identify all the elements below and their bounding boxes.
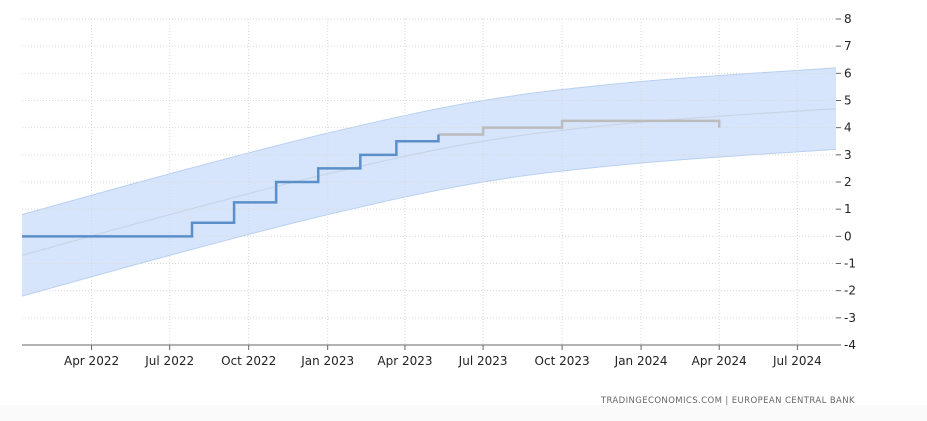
actual-series-line — [22, 134, 440, 238]
band-area — [22, 67, 836, 297]
footer-bar — [0, 405, 927, 421]
x-tick-label: Jan 2023 — [300, 354, 354, 368]
trend-line — [21, 108, 837, 256]
y-tick-label: 7 — [844, 39, 852, 53]
x-tick-label: Apr 2023 — [377, 354, 432, 368]
y-tick-label: 1 — [844, 202, 852, 216]
y-tick-label: 4 — [844, 121, 852, 135]
x-tick-label: Oct 2023 — [535, 354, 590, 368]
y-tick-label: 0 — [844, 229, 852, 243]
x-tick-label: Oct 2022 — [221, 354, 276, 368]
y-tick-label: -3 — [844, 311, 856, 325]
axes: Apr 2022 Jul 2022 Oct 2022 Jan 2023 Apr 2023… — [22, 12, 856, 368]
forecast-series-line — [438, 119, 721, 136]
y-tick-label: -2 — [844, 284, 856, 298]
y-tick-label: -4 — [844, 338, 856, 352]
series-group — [22, 119, 721, 238]
y-tick-label: 8 — [844, 12, 852, 26]
x-tick-label: Jan 2024 — [614, 354, 668, 368]
band-lower-edge — [21, 148, 837, 297]
x-tick-label: Apr 2022 — [64, 354, 119, 368]
y-tick-label: 5 — [844, 94, 852, 108]
band-upper-edge — [21, 67, 837, 216]
source-credit: TRADINGECONOMICS.COM | EUROPEAN CENTRAL … — [600, 396, 855, 406]
y-tick-label: 3 — [844, 148, 852, 162]
x-tick-label: Apr 2024 — [692, 354, 747, 368]
x-tick-label: Jul 2024 — [772, 354, 822, 368]
y-tick-label: 2 — [844, 175, 852, 189]
x-tick-label: Jul 2023 — [458, 354, 508, 368]
y-tick-label: 6 — [844, 66, 852, 80]
x-tick-label: Jul 2022 — [144, 354, 194, 368]
confidence-band — [21, 67, 837, 297]
trend-line-group — [21, 108, 837, 256]
y-tick-label: -1 — [844, 257, 856, 271]
